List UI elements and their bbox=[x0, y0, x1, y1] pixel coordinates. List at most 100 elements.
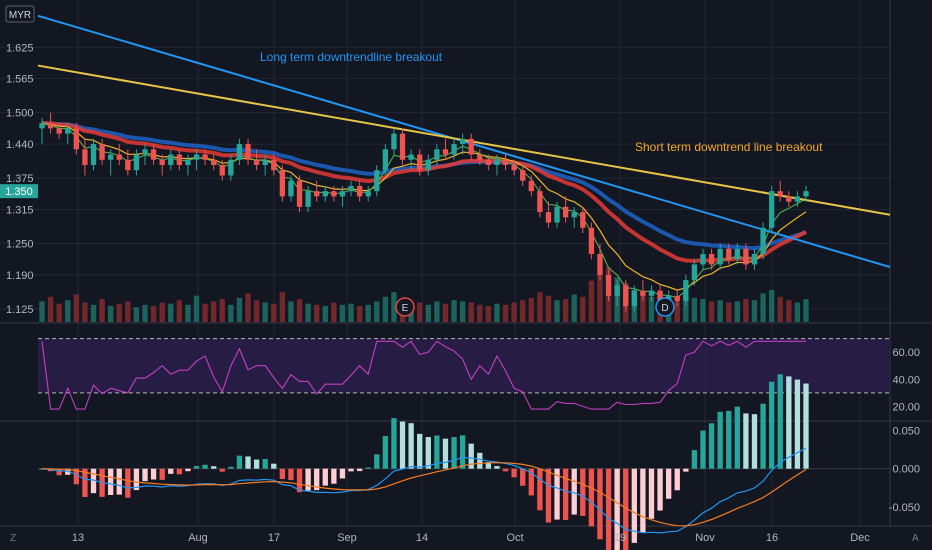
macd-hist-bar-21 bbox=[219, 468, 225, 472]
candle-body-1 bbox=[47, 123, 54, 129]
macd-hist-bar-86 bbox=[777, 374, 783, 469]
candle-body-61 bbox=[562, 206, 569, 218]
candle-body-60 bbox=[554, 206, 560, 223]
volume-bar-49 bbox=[459, 301, 466, 322]
price-tick-2: 1.500 bbox=[6, 108, 34, 120]
rsi-tick-1: 40.00 bbox=[892, 374, 920, 386]
macd-hist-bar-5 bbox=[82, 468, 88, 497]
candle-45 bbox=[425, 154, 431, 176]
macd-hist-bar-88 bbox=[794, 379, 801, 469]
macd-hist-bar-69 bbox=[631, 468, 637, 543]
candle-body-87 bbox=[786, 196, 792, 202]
macd-hist-bar-51 bbox=[477, 452, 483, 469]
macd-signal-line bbox=[41, 462, 807, 527]
candle-body-67 bbox=[614, 285, 620, 296]
volume-bar-58 bbox=[537, 292, 543, 322]
volume-bar-70 bbox=[640, 294, 646, 322]
macd-hist-bar-50 bbox=[468, 443, 474, 469]
volume-bar-63 bbox=[580, 296, 586, 322]
volume-bar-53 bbox=[494, 303, 500, 322]
candle-body-21 bbox=[219, 165, 225, 176]
volume-bar-16 bbox=[176, 300, 183, 322]
candle-16 bbox=[176, 149, 183, 171]
volume-bar-85 bbox=[769, 289, 775, 322]
macd-hist-bar-28 bbox=[279, 468, 286, 480]
candle-80 bbox=[726, 243, 732, 265]
volume-bar-81 bbox=[734, 301, 740, 322]
candle-58 bbox=[537, 185, 543, 218]
volume-bar-7 bbox=[99, 299, 105, 322]
volume-bar-12 bbox=[142, 304, 148, 322]
macd-hist-bar-66 bbox=[605, 468, 612, 550]
volume-bar-89 bbox=[803, 299, 809, 322]
volume-bar-64 bbox=[588, 280, 595, 322]
macd-hist-bar-58 bbox=[537, 468, 543, 511]
macd-hist-bar-22 bbox=[228, 466, 234, 469]
candle-body-28 bbox=[279, 170, 286, 197]
macd-hist-bar-62 bbox=[571, 468, 577, 515]
candle-65 bbox=[597, 243, 603, 281]
macd-hist-bar-31 bbox=[305, 468, 311, 491]
macd-hist-bar-67 bbox=[614, 468, 620, 550]
volume-bar-35 bbox=[339, 304, 346, 322]
candle-body-9 bbox=[116, 154, 122, 160]
macd-hist-bar-55 bbox=[511, 468, 517, 478]
candle-body-64 bbox=[588, 227, 595, 254]
volume-bar-11 bbox=[133, 307, 140, 322]
macd-hist-bar-32 bbox=[314, 468, 320, 491]
candle-60 bbox=[554, 201, 560, 228]
candle-body-11 bbox=[133, 154, 140, 171]
macd-hist-bar-48 bbox=[451, 437, 457, 469]
candle-43 bbox=[408, 149, 414, 171]
candle-64 bbox=[588, 222, 595, 260]
candle-body-46 bbox=[434, 149, 440, 160]
volume-bar-29 bbox=[288, 301, 294, 322]
volume-bar-88 bbox=[794, 302, 801, 322]
time-tick-9: Dec bbox=[850, 532, 870, 544]
candle-39 bbox=[374, 165, 380, 197]
macd-hist-bar-40 bbox=[382, 436, 389, 469]
candle-body-57 bbox=[528, 180, 534, 192]
macd-hist-bar-15 bbox=[168, 468, 174, 474]
candle-body-84 bbox=[760, 227, 766, 254]
volume-bar-39 bbox=[374, 301, 380, 322]
candle-body-85 bbox=[769, 191, 775, 228]
candlesticks bbox=[39, 112, 809, 312]
macd-hist-bar-36 bbox=[348, 468, 354, 472]
candle-body-17 bbox=[185, 159, 191, 165]
volume-bar-2 bbox=[56, 303, 62, 322]
currency-badge[interactable]: MYR bbox=[5, 5, 35, 23]
candle-76 bbox=[691, 259, 698, 286]
rsi-tick-0: 60.00 bbox=[892, 347, 920, 359]
auto-scale-button[interactable]: A bbox=[912, 533, 919, 544]
candle-14 bbox=[159, 154, 165, 176]
macd-hist-bar-4 bbox=[73, 468, 79, 485]
price-tick-4: 1.375 bbox=[6, 173, 34, 185]
macd-hist-bar-85 bbox=[769, 381, 775, 469]
macd-hist-bar-25 bbox=[253, 459, 260, 469]
macd-hist-bar-10 bbox=[125, 468, 131, 498]
macd-hist-bar-13 bbox=[150, 468, 157, 480]
candle-9 bbox=[116, 144, 122, 165]
volume-bar-82 bbox=[743, 299, 749, 322]
volume-bar-46 bbox=[434, 301, 440, 322]
macd-hist-bar-49 bbox=[459, 435, 466, 469]
macd-hist-bar-26 bbox=[262, 458, 268, 469]
macd-hist-bar-57 bbox=[528, 468, 534, 496]
time-tick-5: Oct bbox=[506, 532, 523, 544]
macd-hist-bar-14 bbox=[159, 468, 165, 480]
timezone-corner-left[interactable]: Z bbox=[10, 533, 16, 544]
candle-19 bbox=[202, 149, 208, 165]
candle-42 bbox=[399, 128, 406, 165]
volume-bar-5 bbox=[82, 302, 88, 322]
candle-3 bbox=[65, 123, 71, 145]
candle-body-15 bbox=[168, 154, 174, 165]
macd-hist-bar-78 bbox=[708, 423, 715, 469]
candle-5 bbox=[82, 138, 88, 176]
macd-hist-bar-83 bbox=[751, 414, 758, 469]
macd-hist-bar-68 bbox=[623, 468, 629, 550]
volume-bar-61 bbox=[562, 299, 569, 322]
time-tick-8: 16 bbox=[766, 532, 778, 544]
volume-bar-71 bbox=[648, 296, 655, 322]
